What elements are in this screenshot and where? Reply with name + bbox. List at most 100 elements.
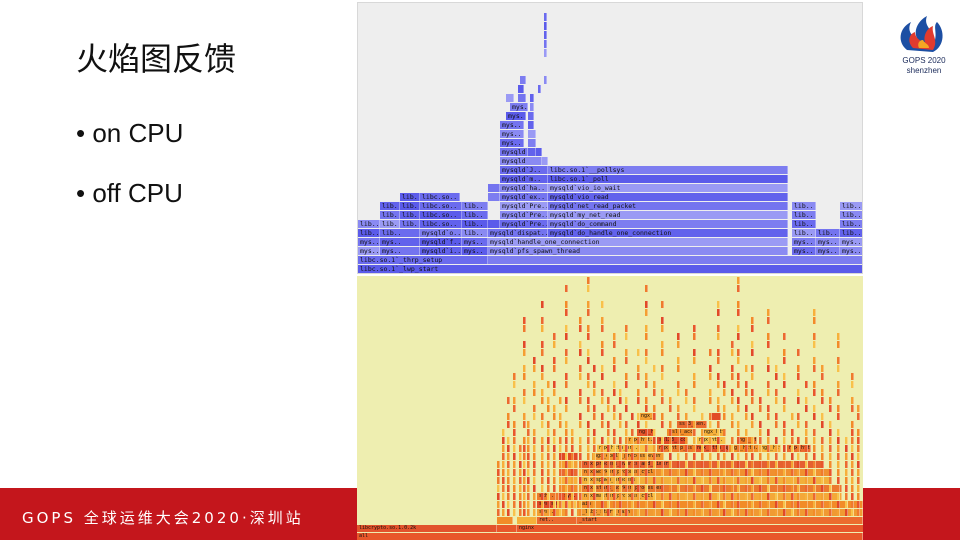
flame-frame[interactable]: [613, 365, 616, 372]
flame-frame[interactable]: [528, 112, 534, 120]
flame-frame[interactable]: [579, 509, 582, 516]
flame-frame[interactable]: [751, 509, 754, 516]
flame-frame[interactable]: [559, 509, 562, 516]
flame-frame[interactable]: [731, 501, 734, 508]
flame-frame[interactable]: [587, 501, 590, 508]
flame-frame[interactable]: [527, 469, 530, 476]
flame-frame[interactable]: [571, 477, 574, 484]
flame-frame[interactable]: lib..: [380, 229, 420, 237]
flame-frame[interactable]: [701, 461, 704, 468]
flame-frame[interactable]: [709, 461, 712, 468]
flame-frame[interactable]: [547, 381, 550, 388]
flame-frame[interactable]: [669, 397, 672, 404]
flame-frame[interactable]: [601, 501, 604, 508]
flame-frame[interactable]: [829, 509, 832, 516]
flame-frame[interactable]: lib..: [400, 220, 420, 228]
flame-frame[interactable]: [502, 493, 505, 500]
flame-frame[interactable]: [571, 429, 574, 436]
flame-frame[interactable]: ret..: [537, 517, 577, 524]
flame-frame[interactable]: lib..: [400, 202, 420, 210]
flame-frame[interactable]: [791, 485, 794, 492]
flame-frame[interactable]: [527, 509, 530, 516]
flame-frame[interactable]: [523, 317, 526, 324]
flame-frame[interactable]: [857, 477, 860, 484]
flame-frame[interactable]: [565, 301, 568, 308]
flame-frame[interactable]: [533, 437, 536, 444]
flame-frame[interactable]: [661, 485, 664, 492]
flame-frame[interactable]: [701, 509, 704, 516]
flame-frame[interactable]: [723, 469, 726, 476]
flame-frame[interactable]: [553, 501, 556, 508]
flame-frame[interactable]: [797, 469, 800, 476]
flame-frame[interactable]: [653, 413, 656, 420]
flame-frame[interactable]: [653, 493, 656, 500]
flame-frame[interactable]: [731, 341, 734, 348]
flame-frame[interactable]: [613, 461, 616, 468]
flame-frame[interactable]: lib..: [400, 211, 420, 219]
flame-frame[interactable]: [601, 477, 604, 484]
flame-frame[interactable]: [767, 477, 770, 484]
flame-frame[interactable]: [851, 461, 854, 468]
flame-frame[interactable]: [767, 445, 770, 452]
flame-frame[interactable]: [737, 437, 740, 444]
flame-frame[interactable]: [717, 333, 720, 340]
flame-frame[interactable]: [513, 429, 516, 436]
flame-frame[interactable]: [791, 413, 794, 420]
flame-frame[interactable]: [571, 469, 574, 476]
flame-frame[interactable]: [571, 493, 574, 500]
flame-frame[interactable]: [601, 397, 604, 404]
flame-frame[interactable]: [677, 477, 680, 484]
flame-frame[interactable]: [813, 317, 816, 324]
flame-frame[interactable]: [497, 525, 517, 532]
flame-frame[interactable]: [507, 501, 510, 508]
flame-frame[interactable]: [579, 477, 582, 484]
flame-frame[interactable]: [717, 301, 720, 308]
flame-frame[interactable]: sys..: [562, 493, 578, 500]
flame-frame[interactable]: [559, 493, 562, 500]
flame-frame[interactable]: [837, 381, 840, 388]
flame-frame[interactable]: [523, 397, 526, 404]
flame-frame[interactable]: [709, 493, 712, 500]
flame-frame[interactable]: [507, 437, 510, 444]
flame-frame[interactable]: [565, 453, 568, 460]
flame-frame[interactable]: [497, 477, 500, 484]
flame-frame[interactable]: [677, 365, 680, 372]
flame-frame[interactable]: [637, 421, 640, 428]
flame-frame[interactable]: [693, 493, 696, 500]
flame-frame[interactable]: mys..: [840, 247, 862, 255]
flame-frame[interactable]: [579, 325, 582, 332]
flame-frame[interactable]: [593, 445, 596, 452]
flame-frame[interactable]: [851, 381, 854, 388]
flame-frame[interactable]: [767, 469, 770, 476]
flame-frame[interactable]: [677, 493, 680, 500]
flame-frame[interactable]: [513, 501, 516, 508]
flame-frame[interactable]: mys..: [500, 139, 524, 147]
flame-frame[interactable]: mysqld`handle_one_connection: [488, 238, 788, 246]
flame-frame[interactable]: [513, 469, 516, 476]
flame-frame[interactable]: lib..: [840, 202, 862, 210]
flame-frame[interactable]: [717, 397, 720, 404]
flame-frame[interactable]: [579, 389, 582, 396]
flame-frame[interactable]: [731, 445, 734, 452]
flame-frame[interactable]: [837, 413, 840, 420]
flame-frame[interactable]: [593, 485, 596, 492]
flame-frame[interactable]: [669, 429, 672, 436]
flame-frame[interactable]: [607, 445, 610, 452]
flame-frame[interactable]: [523, 477, 526, 484]
flame-frame[interactable]: [559, 469, 562, 476]
flame-frame[interactable]: [513, 437, 516, 444]
flame-frame[interactable]: [677, 413, 680, 420]
flame-frame[interactable]: [579, 493, 582, 500]
flame-frame[interactable]: [737, 373, 740, 380]
flame-frame[interactable]: [857, 453, 860, 460]
flame-frame[interactable]: [751, 397, 754, 404]
flame-frame[interactable]: mysqld`ha..: [500, 184, 548, 192]
flame-frame[interactable]: [857, 437, 860, 444]
flame-frame[interactable]: [645, 509, 648, 516]
flame-frame[interactable]: [731, 509, 734, 516]
flame-frame[interactable]: [653, 437, 656, 444]
flame-frame[interactable]: [613, 333, 616, 340]
flame-frame[interactable]: [631, 477, 634, 484]
flame-frame[interactable]: [829, 445, 832, 452]
flame-frame[interactable]: [783, 485, 786, 492]
